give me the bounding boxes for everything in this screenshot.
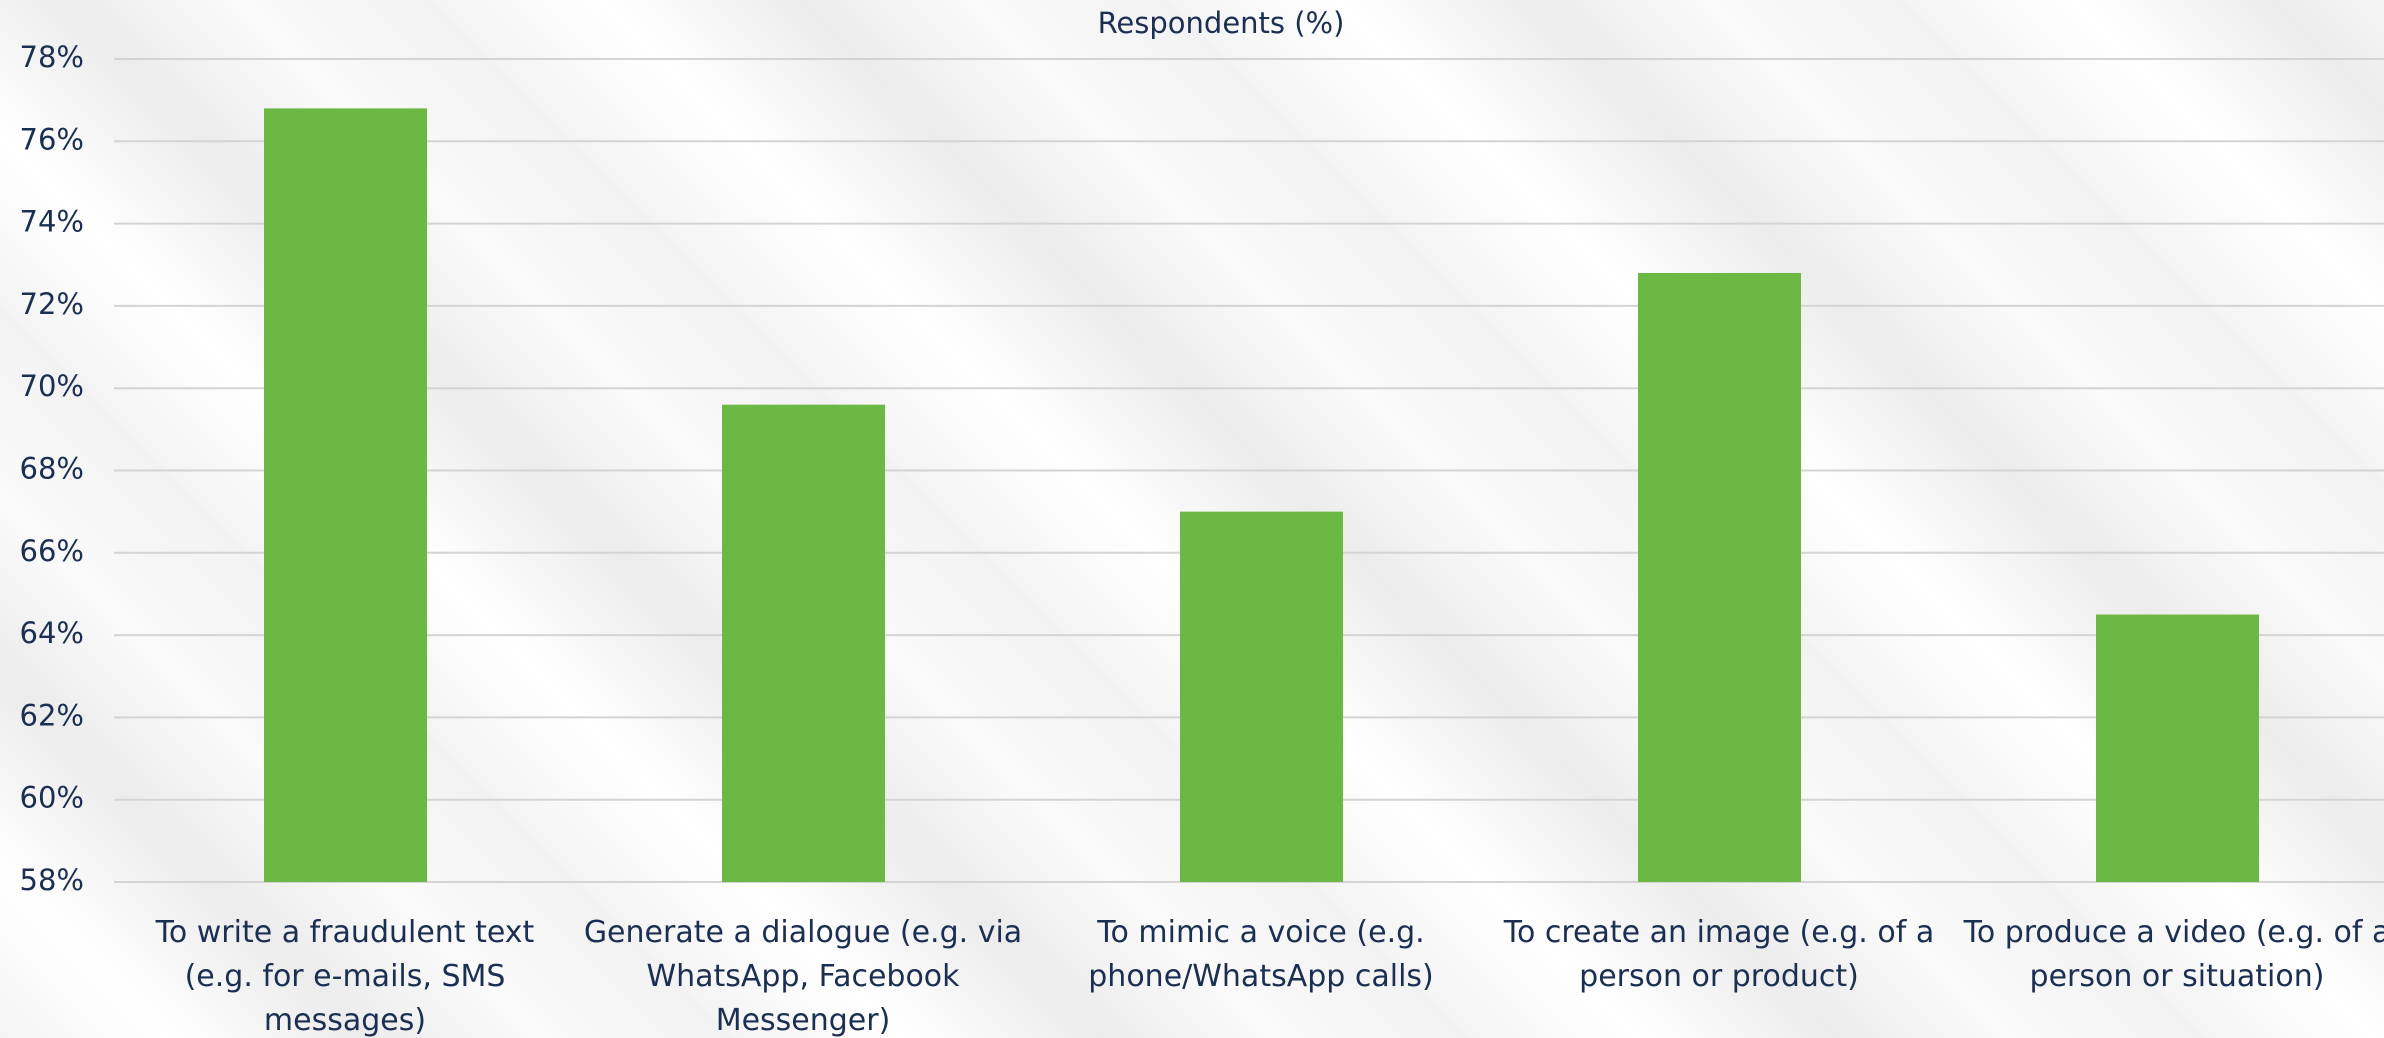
y-tick-label: 60% — [20, 781, 84, 815]
x-tick-label: To produce a video (e.g. of a person or … — [1963, 915, 2384, 994]
y-tick-label: 76% — [20, 122, 84, 156]
bar — [2096, 614, 2259, 882]
chart-title: Respondents (%) — [1097, 6, 1345, 40]
x-tick-label: Generate a dialogue (e.g. via WhatsApp, … — [583, 915, 1023, 1038]
bar — [722, 404, 885, 882]
x-tick-label: To create an image (e.g. of a person or … — [1503, 915, 1935, 994]
bar — [264, 108, 427, 882]
bar — [1180, 511, 1343, 882]
bar — [1638, 272, 1801, 883]
x-tick-label: To mimic a voice (e.g. phone/WhatsApp ca… — [1088, 915, 1434, 994]
y-tick-label: 66% — [20, 534, 84, 568]
y-tick-label: 70% — [20, 369, 84, 403]
y-tick-label: 72% — [20, 287, 84, 321]
y-tick-label: 74% — [20, 205, 84, 239]
y-tick-label: 62% — [20, 698, 84, 732]
y-tick-label: 58% — [20, 863, 84, 897]
x-tick-label: To write a fraudulent text (e.g. for e-m… — [155, 915, 535, 1038]
y-tick-label: 78% — [20, 40, 84, 74]
y-tick-label: 64% — [20, 616, 84, 650]
y-tick-label: 68% — [20, 452, 84, 486]
